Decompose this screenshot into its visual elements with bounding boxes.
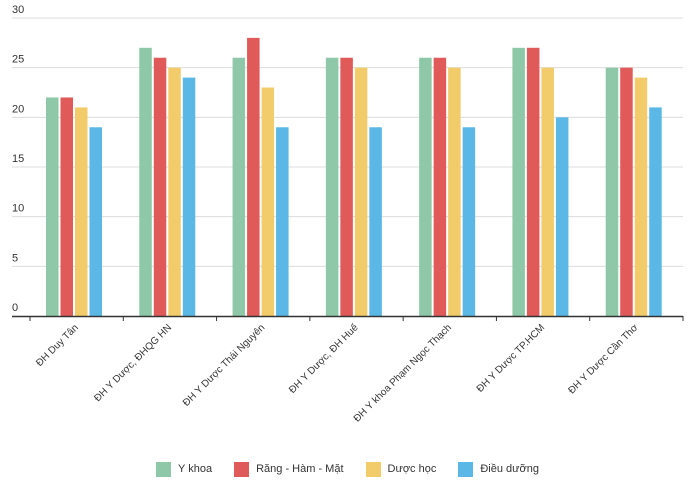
x-category-label: ĐH Y Dược TP.HCM — [475, 322, 547, 394]
x-category-label: ĐH Y Dược Thái Nguyên — [181, 322, 267, 408]
bar-0-4 — [419, 57, 432, 316]
legend-swatch — [156, 461, 172, 477]
y-tick-label: 15 — [12, 153, 24, 165]
bar-1-1 — [153, 57, 167, 316]
y-tick-label: 0 — [12, 302, 18, 314]
bar-2-6 — [634, 77, 648, 316]
bar-0-0 — [46, 97, 59, 316]
bar-0-6 — [605, 67, 619, 317]
bar-3-3 — [369, 127, 382, 317]
bar-0-3 — [325, 57, 339, 316]
x-axis-labels: ĐH Duy Tân ĐH Y Dược, ĐHQG HN ĐH Y Dược Th… — [34, 321, 641, 424]
bar-2-0 — [75, 107, 88, 317]
legend-item: Dược học — [365, 461, 437, 477]
legend: Y khoa Răng - Hàm - Mặt Dược học Điều dưỡng — [0, 460, 695, 478]
bar-2-1 — [168, 67, 181, 317]
x-category-label: ĐH Y khoa Phạm Ngọc Thạch — [352, 322, 454, 424]
x-category-label: ĐH Duy Tân — [34, 322, 81, 369]
bar-1-5 — [526, 47, 540, 317]
y-tick-label: 25 — [12, 54, 24, 66]
y-tick-label: 10 — [12, 203, 24, 215]
legend-item: Răng - Hàm - Mặt — [234, 461, 344, 477]
bar-chart: 0 5 10 15 20 25 30 ĐH Duy Tân ĐH Y Dược, ĐHQG H… — [12, 4, 684, 424]
bar-0-5 — [512, 47, 525, 317]
y-tick-label: 30 — [12, 4, 24, 16]
bar-2-2 — [261, 87, 275, 317]
y-tick-label: 20 — [12, 103, 24, 115]
bar-2-5 — [541, 67, 554, 317]
bars — [46, 37, 662, 317]
y-tick-label: 5 — [12, 252, 18, 264]
bar-3-4 — [462, 127, 476, 317]
legend-item: Điều dưỡng — [458, 461, 539, 477]
bar-1-2 — [247, 37, 260, 316]
legend-swatch — [458, 461, 474, 477]
y-axis-ticks: 0 5 10 15 20 25 30 — [12, 4, 24, 314]
bar-1-0 — [60, 97, 73, 316]
legend-item: Y khoa — [156, 461, 213, 477]
legend-swatch — [365, 461, 381, 477]
bar-1-3 — [340, 57, 353, 316]
bar-1-6 — [620, 67, 633, 317]
bar-3-6 — [649, 107, 662, 317]
bar-3-0 — [89, 127, 102, 317]
bar-0-2 — [232, 57, 246, 316]
legend-label: Dược học — [387, 463, 437, 475]
bar-3-2 — [276, 127, 289, 317]
legend-swatch — [234, 461, 250, 477]
x-axis — [12, 315, 684, 321]
x-category-label: ĐH Y Dược, ĐHQG HN — [92, 322, 174, 404]
legend-label: Răng - Hàm - Mặt — [256, 463, 344, 475]
bar-3-5 — [555, 117, 569, 316]
bar-0-1 — [139, 47, 152, 317]
legend-label: Y khoa — [178, 463, 213, 475]
bar-2-4 — [448, 67, 461, 317]
x-category-label: ĐH Y Dược Cần Thơ — [566, 321, 641, 396]
bar-3-1 — [182, 77, 196, 316]
legend-label: Điều dưỡng — [480, 463, 539, 475]
x-category-label: ĐH Y Dược, ĐH Huế — [286, 321, 360, 395]
bar-2-3 — [354, 67, 368, 317]
bar-1-4 — [433, 57, 447, 316]
